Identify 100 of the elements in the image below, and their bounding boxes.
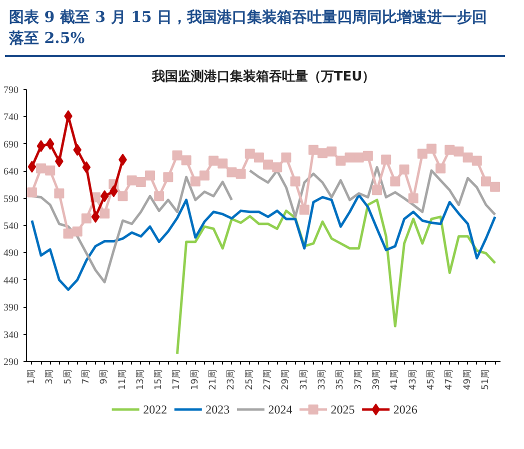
point <box>63 228 74 239</box>
point <box>472 156 482 166</box>
point <box>100 208 110 219</box>
point <box>417 148 428 159</box>
point <box>308 144 318 155</box>
point <box>236 168 246 179</box>
point <box>36 140 46 152</box>
y-tick-label: 640 <box>4 166 18 178</box>
x-tick-label: 9周 <box>98 369 110 384</box>
y-tick-label: 590 <box>4 194 18 205</box>
x-tick-label: 27周 <box>262 370 274 390</box>
x-tick-label: 17周 <box>171 370 182 390</box>
point <box>399 164 410 174</box>
x-tick-label: 15周 <box>153 370 164 390</box>
x-tick-label: 49周 <box>462 370 473 390</box>
point <box>26 187 37 198</box>
chart-title: 图表 9 截至 3 月 15 日，我国港口集装箱吞吐量四周同比增速进一步回落至 2.5% <box>9 7 488 49</box>
x-tick-label: 45周 <box>425 370 436 390</box>
point <box>381 154 392 165</box>
point <box>218 158 228 168</box>
point <box>299 204 310 215</box>
point <box>54 188 64 198</box>
x-tick-label: 39周 <box>371 370 382 390</box>
point <box>281 152 292 162</box>
point <box>82 161 91 174</box>
point <box>45 166 56 176</box>
point <box>462 152 473 162</box>
point <box>136 176 146 187</box>
point <box>91 210 100 223</box>
x-tick-label: 47周 <box>444 370 455 390</box>
x-tick-label: 21周 <box>208 370 219 390</box>
y-tick-label: 440 <box>4 275 18 286</box>
x-tick-label: 1周 <box>26 369 37 384</box>
x-tick-label: 31周 <box>298 370 310 390</box>
point <box>290 176 300 186</box>
point <box>490 182 500 192</box>
x-tick-label: 43周 <box>407 370 418 390</box>
legend-label: 2024 <box>268 402 292 416</box>
point <box>408 193 418 204</box>
y-tick-label: 690 <box>4 139 18 150</box>
point <box>154 191 164 202</box>
y-tick-label: 340 <box>4 330 18 341</box>
point <box>244 148 255 159</box>
y-tick-label: 390 <box>4 302 18 314</box>
y-tick-label: 290 <box>4 357 18 368</box>
x-tick-label: 7周 <box>80 369 92 384</box>
point <box>100 190 109 202</box>
point <box>72 226 82 236</box>
point <box>454 146 464 157</box>
point <box>46 138 54 150</box>
x-tick-label: 3周 <box>44 369 56 384</box>
point <box>163 172 174 182</box>
x-tick-label: 19周 <box>189 370 200 390</box>
point <box>344 152 355 162</box>
chart-subtitle: 我国监测港口集装箱吞吐量（万TEU） <box>150 68 376 84</box>
point <box>36 163 46 174</box>
point <box>354 152 364 162</box>
y-tick-label: 740 <box>4 112 18 124</box>
point <box>318 148 328 158</box>
point <box>480 176 491 186</box>
legend-label: 2025 <box>330 402 355 416</box>
x-tick-label: 11周 <box>116 370 128 390</box>
point <box>436 163 446 174</box>
y-tick-label: 540 <box>4 221 18 232</box>
x-tick-label: 13周 <box>134 370 146 390</box>
point <box>28 160 36 173</box>
x-tick-label: 23周 <box>226 370 237 390</box>
point <box>326 146 337 157</box>
point <box>190 176 200 186</box>
point <box>126 175 137 186</box>
point <box>426 144 436 154</box>
y-tick-label: 490 <box>4 248 18 260</box>
point <box>118 191 128 202</box>
point <box>172 150 182 160</box>
point <box>73 144 82 156</box>
x-tick-label: 25周 <box>244 370 255 390</box>
legend-label: 2022 <box>143 402 168 416</box>
point <box>254 152 264 162</box>
x-tick-label: 35周 <box>334 370 346 390</box>
point <box>263 160 274 170</box>
line-series <box>176 198 496 356</box>
point <box>372 185 382 196</box>
x-tick-label: 29周 <box>280 370 292 390</box>
legend-label: 2026 <box>393 402 418 416</box>
x-tick-label: 5周 <box>62 369 74 384</box>
line-series <box>30 194 496 291</box>
point <box>444 144 455 155</box>
point <box>336 156 346 166</box>
x-tick-label: 33周 <box>316 370 328 390</box>
x-tick-label: 37周 <box>352 370 364 390</box>
point <box>199 170 210 180</box>
point <box>362 150 373 161</box>
point <box>208 156 219 166</box>
y-tick-label: 790 <box>4 85 18 96</box>
point <box>390 176 400 186</box>
point <box>181 155 192 166</box>
point <box>144 170 155 180</box>
point <box>81 213 92 224</box>
point <box>272 162 282 172</box>
x-tick-label: 41周 <box>389 370 400 390</box>
